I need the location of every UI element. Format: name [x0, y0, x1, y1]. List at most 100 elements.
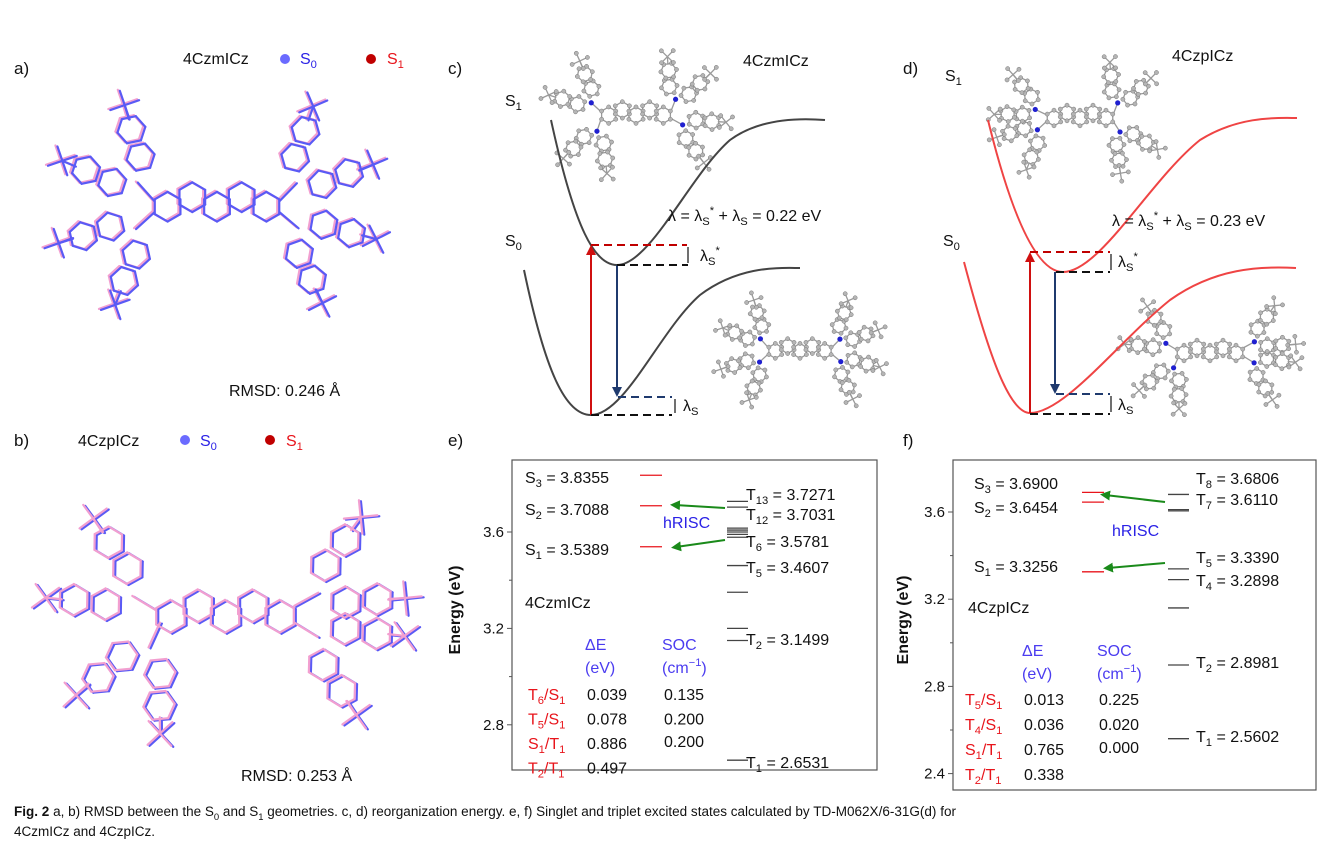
bond — [111, 640, 130, 645]
carbon-atom — [1288, 353, 1294, 359]
bond — [306, 132, 319, 145]
bond — [166, 190, 182, 201]
carbon-atom — [693, 140, 698, 146]
carbon-atom — [1171, 400, 1176, 406]
triplet-label: T8 = 3.6806 — [1196, 471, 1279, 491]
panel-label: a) — [14, 59, 29, 78]
carbon-atom — [1147, 148, 1152, 154]
bond — [196, 588, 213, 599]
carbon-atom — [605, 149, 610, 155]
bond — [315, 288, 324, 305]
nitrogen-atom — [588, 100, 594, 106]
bond — [313, 264, 327, 276]
carbon-atom — [668, 116, 673, 122]
carbon-atom — [849, 364, 855, 370]
bond — [287, 238, 304, 246]
bond — [309, 247, 314, 265]
carbon-atom — [1158, 319, 1164, 324]
nitrogen-atom — [837, 336, 843, 342]
carbon-atom — [1109, 157, 1114, 163]
bond — [391, 635, 408, 648]
carbon-atom — [1117, 135, 1123, 141]
carbon-atom — [1136, 140, 1141, 146]
carbon-atom — [873, 357, 879, 363]
bond — [364, 583, 381, 593]
panel-label: b) — [14, 431, 29, 450]
carbon-atom — [750, 341, 755, 347]
bond — [158, 732, 173, 747]
carbon-atom — [1157, 341, 1162, 346]
bond — [300, 264, 317, 272]
bond — [331, 217, 337, 235]
carbon-atom — [1019, 104, 1025, 110]
carbon-atom — [674, 67, 679, 72]
panel-label: d) — [903, 59, 918, 78]
bond — [1109, 62, 1112, 71]
bond — [68, 221, 82, 233]
bond — [307, 105, 315, 122]
state-pair: T5/S1 — [528, 712, 565, 732]
bond — [112, 551, 129, 562]
s1-legend-label: S1 — [387, 51, 404, 71]
nitrogen-atom — [1163, 340, 1169, 346]
bond — [357, 499, 362, 519]
table-row: T5/S1 0.013 0.225 — [965, 692, 1139, 712]
carbon-atom — [1110, 119, 1116, 125]
carbon-atom — [566, 149, 572, 155]
bond — [125, 158, 138, 172]
carbon-atom — [1035, 97, 1041, 103]
carbon-atom — [757, 330, 762, 336]
carbon-atom — [1083, 114, 1089, 120]
bond — [329, 608, 346, 619]
hrisc-arrow — [670, 500, 726, 511]
carbon-atom — [1117, 335, 1123, 340]
bond — [164, 689, 176, 705]
carbon-atom — [1273, 338, 1279, 344]
bond — [123, 138, 140, 144]
singlet-label: S2 = 3.7088 — [525, 502, 609, 522]
carbon-atom — [693, 125, 699, 131]
bond — [361, 516, 366, 536]
carbon-atom — [686, 145, 692, 150]
bond — [373, 230, 390, 240]
bond — [56, 145, 64, 162]
carbon-atom — [702, 115, 708, 121]
s0-legend-dot — [180, 435, 190, 445]
carbon-atom — [744, 390, 749, 396]
carbon-atom — [1142, 373, 1148, 379]
carbon-atom — [1174, 354, 1180, 360]
bond — [107, 525, 124, 536]
bond — [375, 231, 392, 241]
carbon-atom — [1135, 350, 1141, 356]
carbon-atom — [850, 389, 856, 395]
bond — [278, 152, 285, 169]
bond — [361, 605, 378, 616]
carbon-atom — [1187, 349, 1193, 355]
carbon-atom — [752, 325, 758, 330]
molecule-name: 4CzpICz — [968, 600, 1029, 617]
carbon-atom — [791, 340, 797, 345]
carbon-atom — [764, 374, 769, 380]
carbon-atom — [1112, 151, 1118, 156]
s0-geometry — [43, 89, 392, 321]
carbon-atom — [553, 89, 559, 94]
bond — [308, 133, 321, 146]
bond — [130, 142, 147, 148]
bond — [252, 190, 268, 201]
bond — [330, 612, 347, 622]
bond — [349, 515, 362, 532]
triplet-label: T2 = 2.8981 — [1196, 655, 1279, 675]
bond — [290, 126, 297, 143]
bond — [108, 550, 125, 561]
bond — [366, 223, 376, 240]
delta-e-value: 0.078 — [587, 712, 627, 729]
carbon-atom — [1162, 375, 1168, 381]
soc-value: 0.225 — [1099, 692, 1139, 709]
carbon-atom — [1090, 118, 1096, 124]
carbon-atom — [1150, 337, 1156, 343]
bond — [376, 641, 393, 652]
state-pair: S1/T1 — [528, 736, 565, 756]
bond — [93, 548, 110, 560]
carbon-atom — [717, 125, 722, 130]
